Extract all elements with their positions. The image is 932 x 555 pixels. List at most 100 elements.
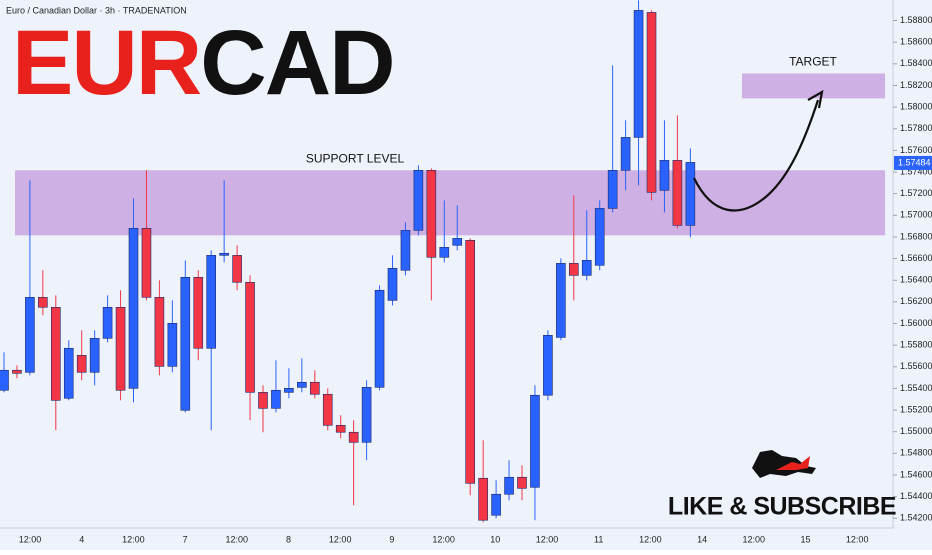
candle-body (335, 425, 346, 433)
x-tick-label: 12:00 (226, 534, 249, 544)
arrow-head (807, 89, 824, 109)
candle-body (193, 277, 204, 349)
y-tick-label: 1.57200 (900, 188, 932, 198)
last-price-box (894, 155, 932, 170)
title: EURCAD (12, 12, 394, 114)
x-tick-label: 4 (79, 534, 84, 544)
x-tick-label: 9 (389, 534, 394, 544)
candle-body (646, 12, 657, 193)
y-tick-label: 1.56000 (900, 318, 932, 328)
y-tick-label: 1.57600 (900, 145, 932, 155)
y-tick-label: 1.56600 (900, 253, 932, 263)
candle-body (271, 389, 281, 409)
candle-body (374, 289, 385, 388)
y-tick-label: 1.58800 (900, 15, 932, 25)
x-tick-label: 12:00 (639, 534, 662, 544)
x-tick-label: 15 (800, 534, 810, 544)
y-tick-label: 1.54800 (900, 448, 932, 458)
zone (742, 73, 885, 99)
x-tick-label: 11 (594, 534, 603, 544)
footer: LIKE & SUBSCRIBE (668, 493, 896, 521)
candle-body (413, 170, 424, 231)
candle-body (517, 476, 527, 489)
y-tick-label: 1.57000 (900, 210, 932, 220)
candle-body (245, 281, 255, 393)
candle-body (620, 137, 631, 171)
bull-icon (752, 450, 816, 478)
y-tick-label: 1.54200 (900, 513, 932, 523)
candle-body (309, 381, 320, 395)
candle-body (141, 227, 152, 298)
candle-body (556, 263, 566, 338)
y-tick-label: 1.58600 (900, 37, 932, 47)
x-tick-label: 12:00 (432, 534, 455, 544)
candle-body (0, 369, 9, 391)
candle-body (659, 160, 670, 191)
candle-body (258, 392, 268, 409)
candle-body (685, 162, 696, 226)
candle-body (672, 160, 683, 226)
y-tick-label: 1.54600 (900, 469, 932, 479)
candle-body (491, 493, 501, 516)
x-tick-label: 12:00 (122, 534, 145, 544)
candle-body (63, 347, 74, 399)
candle-body (348, 431, 359, 443)
y-tick-label: 1.58200 (900, 80, 932, 90)
candle-body (12, 369, 22, 374)
y-tick-label: 1.56400 (900, 275, 932, 285)
candle-body (465, 240, 476, 484)
candle-body (504, 476, 514, 495)
projection-arrow (693, 99, 820, 212)
candle-body (89, 338, 100, 373)
candle-body (322, 393, 333, 426)
candle-body (167, 322, 178, 367)
candle-body (530, 394, 540, 488)
candle-body (452, 238, 463, 246)
x-tick-label: 14 (697, 534, 707, 544)
y-tick-label: 1.55800 (900, 340, 932, 350)
candle-body (102, 306, 113, 339)
header: Euro / Canadian Dollar · 3h · TRADENATIO… (6, 5, 187, 15)
y-tick-label: 1.58400 (900, 58, 932, 68)
candle-body (439, 247, 450, 258)
candle-body (607, 170, 618, 209)
x-tick-label: 12:00 (19, 534, 42, 544)
candle-body (361, 387, 372, 443)
y-tick-label: 1.55000 (900, 426, 932, 436)
y-tick-label: 1.57800 (900, 123, 932, 133)
y-tick-label: 1.55200 (900, 404, 932, 414)
candle-body (154, 297, 165, 367)
candle-body (284, 388, 294, 393)
y-tick-label: 1.55600 (900, 361, 932, 371)
x-tick-label: 7 (183, 534, 188, 544)
x-tick-label: 12:00 (536, 534, 559, 544)
candle-body (115, 306, 126, 391)
candle-body (297, 381, 307, 388)
candle-body (387, 268, 398, 301)
y-tick-label: 1.56200 (900, 296, 932, 306)
x-tick-label: 12:00 (743, 534, 766, 544)
last-price-label: 1.57484 (898, 157, 931, 167)
y-tick-label: 1.55400 (900, 383, 932, 393)
candle-body (25, 297, 35, 373)
candle-body (38, 297, 48, 308)
candle-body (594, 208, 605, 266)
y-tick-label: 1.57400 (900, 166, 932, 176)
zone-label: SUPPORT LEVEL (306, 151, 405, 165)
candle-body (50, 306, 61, 401)
x-tick-label: 8 (286, 534, 291, 544)
candle-body (206, 255, 216, 349)
candle-body (400, 230, 411, 271)
zone-label: TARGET (789, 55, 837, 69)
candle-body (128, 227, 139, 389)
candle-body (543, 335, 553, 396)
x-tick-label: 12:00 (846, 534, 869, 544)
y-tick-label: 1.58000 (900, 101, 932, 111)
candle-body (232, 255, 242, 283)
candle-body (426, 170, 437, 258)
y-tick-label: 1.54400 (900, 491, 932, 501)
x-tick-label: 10 (490, 534, 500, 544)
y-tick-label: 1.56800 (900, 231, 932, 241)
x-tick-label: 12:00 (329, 534, 352, 544)
title-part: CAD (200, 12, 393, 114)
